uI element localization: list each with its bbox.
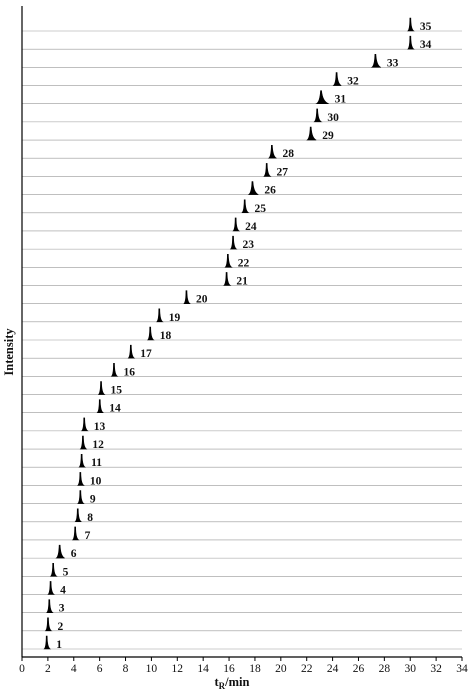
peak-label-34: 34 bbox=[420, 39, 432, 51]
peak-label-2: 2 bbox=[57, 621, 63, 633]
peak-label-13: 13 bbox=[94, 421, 106, 433]
x-axis-title-unit: /min bbox=[224, 675, 249, 689]
peak-15 bbox=[97, 381, 106, 395]
peak-23 bbox=[229, 235, 238, 250]
x-tick-label-6: 6 bbox=[97, 663, 103, 675]
peak-label-3: 3 bbox=[59, 603, 65, 615]
x-tick-label-20: 20 bbox=[275, 663, 287, 675]
peak-label-10: 10 bbox=[90, 475, 102, 487]
peak-label-6: 6 bbox=[71, 548, 77, 560]
x-tick-label-16: 16 bbox=[223, 663, 235, 675]
peak-label-9: 9 bbox=[90, 494, 96, 506]
peak-1 bbox=[43, 635, 52, 650]
peak-30 bbox=[313, 108, 323, 123]
peak-28 bbox=[267, 144, 277, 159]
peak-label-29: 29 bbox=[322, 130, 334, 142]
peak-label-28: 28 bbox=[283, 148, 295, 160]
peak-19 bbox=[156, 308, 164, 323]
x-tick-label-0: 0 bbox=[19, 663, 25, 675]
peak-5 bbox=[49, 562, 58, 577]
peak-label-1: 1 bbox=[56, 639, 62, 651]
x-tick-label-32: 32 bbox=[430, 663, 442, 675]
peak-label-19: 19 bbox=[169, 312, 181, 324]
peak-18 bbox=[147, 326, 155, 341]
peak-label-15: 15 bbox=[111, 385, 123, 397]
peak-14 bbox=[96, 399, 105, 414]
x-axis-title: tR/min bbox=[215, 675, 250, 691]
x-tick-label-28: 28 bbox=[379, 663, 391, 675]
peak-label-7: 7 bbox=[85, 530, 91, 542]
peak-29 bbox=[306, 126, 317, 141]
x-tick-label-14: 14 bbox=[197, 663, 209, 675]
peak-31 bbox=[315, 90, 329, 105]
peak-24 bbox=[232, 217, 241, 232]
peak-17 bbox=[127, 344, 136, 359]
peak-label-33: 33 bbox=[387, 57, 399, 69]
peak-26 bbox=[247, 181, 259, 195]
peak-7 bbox=[71, 526, 80, 541]
peak-label-23: 23 bbox=[243, 239, 255, 251]
peak-3 bbox=[46, 599, 54, 613]
peak-label-20: 20 bbox=[196, 294, 208, 306]
peak-label-27: 27 bbox=[277, 166, 289, 178]
x-tick-label-4: 4 bbox=[71, 663, 77, 675]
peak-22 bbox=[224, 253, 233, 268]
peak-label-32: 32 bbox=[347, 76, 359, 88]
peak-35 bbox=[407, 17, 415, 32]
peak-33 bbox=[370, 54, 382, 68]
x-tick-label-24: 24 bbox=[327, 663, 339, 675]
peak-2 bbox=[44, 617, 53, 632]
peak-label-8: 8 bbox=[87, 512, 93, 524]
peak-label-31: 31 bbox=[335, 94, 347, 106]
peak-label-17: 17 bbox=[140, 348, 152, 360]
peak-label-14: 14 bbox=[109, 403, 121, 415]
peak-21 bbox=[223, 272, 232, 286]
peak-8 bbox=[74, 508, 83, 523]
peak-12 bbox=[79, 435, 88, 450]
peak-labels-layer: 1234567891011121314151617181920212223242… bbox=[56, 21, 431, 651]
peak-label-5: 5 bbox=[63, 566, 69, 578]
peak-label-26: 26 bbox=[264, 185, 276, 197]
peak-label-35: 35 bbox=[420, 21, 432, 33]
x-tick-label-2: 2 bbox=[45, 663, 51, 675]
x-tick-label-18: 18 bbox=[249, 663, 261, 675]
x-tick-label-22: 22 bbox=[301, 663, 313, 675]
peak-4 bbox=[47, 581, 56, 595]
peak-9 bbox=[77, 490, 85, 504]
peak-label-16: 16 bbox=[123, 366, 135, 378]
peak-label-24: 24 bbox=[245, 221, 257, 233]
peak-13 bbox=[81, 417, 89, 432]
peak-25 bbox=[241, 199, 250, 214]
peak-32 bbox=[332, 72, 342, 86]
x-tick-label-30: 30 bbox=[404, 663, 416, 675]
y-axis-title: Intensity bbox=[2, 328, 16, 376]
traces-layer bbox=[22, 17, 462, 650]
x-ticks-layer: 0 2 4 6 8 10 12 14 16 18 20 22 24 26 28 30 32 34 bbox=[19, 657, 468, 675]
x-axis-title-subscript: R bbox=[219, 681, 226, 691]
peak-label-22: 22 bbox=[238, 257, 250, 269]
peak-label-30: 30 bbox=[327, 112, 339, 124]
x-tick-label-12: 12 bbox=[172, 663, 184, 675]
x-tick-label-10: 10 bbox=[146, 663, 158, 675]
peak-label-21: 21 bbox=[236, 275, 248, 287]
x-tick-label-8: 8 bbox=[123, 663, 129, 675]
peak-label-18: 18 bbox=[160, 330, 172, 342]
peak-20 bbox=[183, 290, 191, 304]
peak-11 bbox=[78, 453, 87, 468]
peak-34 bbox=[407, 35, 415, 50]
peak-label-12: 12 bbox=[92, 439, 104, 451]
x-axis-title-symbol: t bbox=[215, 675, 220, 689]
peak-27 bbox=[263, 163, 272, 177]
peak-16 bbox=[110, 363, 119, 377]
peak-label-25: 25 bbox=[255, 203, 267, 215]
peak-10 bbox=[77, 472, 85, 486]
peak-6 bbox=[55, 544, 65, 559]
peak-label-11: 11 bbox=[91, 457, 102, 469]
x-tick-label-34: 34 bbox=[456, 663, 468, 675]
peak-label-4: 4 bbox=[60, 584, 66, 596]
x-tick-label-26: 26 bbox=[353, 663, 365, 675]
